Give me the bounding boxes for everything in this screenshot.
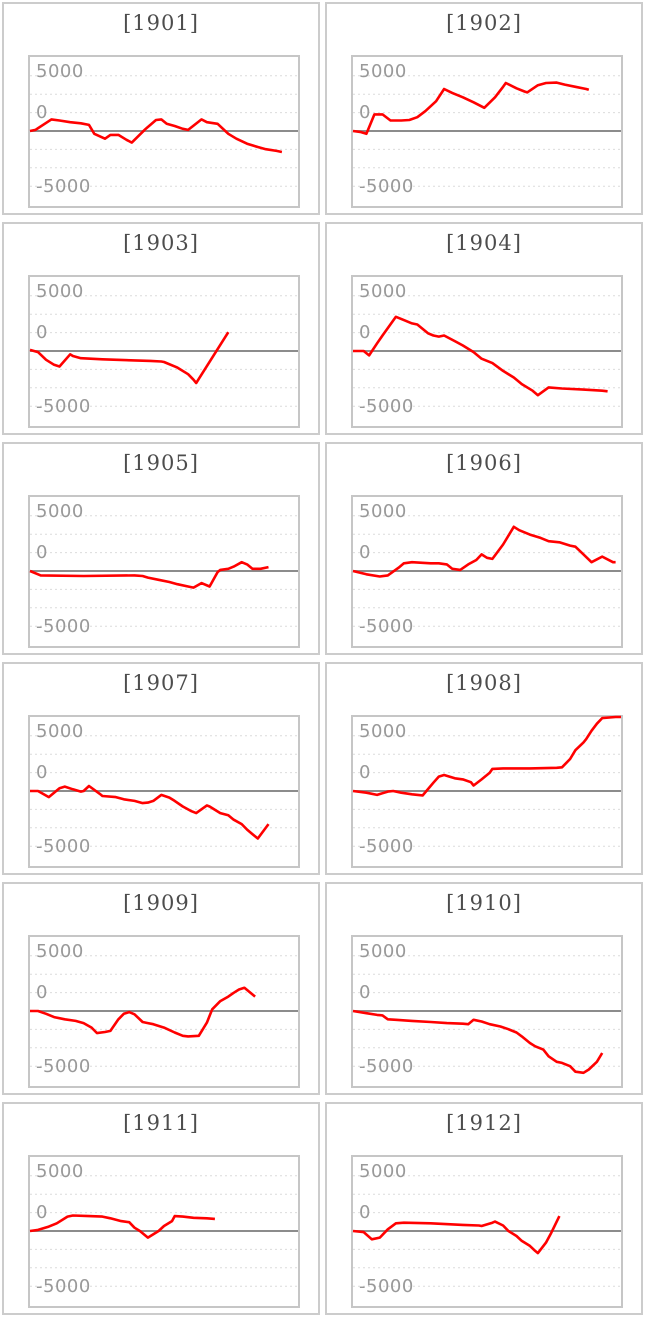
y-tick-label: 0 xyxy=(36,762,48,783)
chart-canvas xyxy=(353,295,621,407)
chart-canvas xyxy=(352,515,621,627)
y-tick-label: 5000 xyxy=(359,941,407,962)
y-tick-label: 0 xyxy=(36,542,48,563)
y-tick-label: -5000 xyxy=(36,176,91,197)
chart-canvas xyxy=(352,955,621,1075)
chart-panel: [1908] 5000 0 -5000 xyxy=(325,662,643,875)
chart-title: [1902] xyxy=(446,11,522,35)
series-line xyxy=(352,81,590,136)
chart-panel: [1902] 5000 0 -5000 xyxy=(325,2,643,215)
chart-canvas xyxy=(29,75,298,187)
chart-plot-area: 5000 0 -5000 xyxy=(28,55,300,208)
chart-plot-area: 5000 0 -5000 xyxy=(351,495,623,648)
y-tick-label: 0 xyxy=(36,322,48,343)
y-tick-label: 5000 xyxy=(36,61,84,82)
y-tick-label: 0 xyxy=(359,1202,371,1223)
chart-title: [1906] xyxy=(446,451,522,475)
y-tick-label: 0 xyxy=(359,102,371,123)
y-tick-label: 0 xyxy=(36,982,48,1003)
y-tick-label: 5000 xyxy=(36,281,84,302)
chart-plot-area: 5000 0 -5000 xyxy=(28,495,300,648)
y-tick-label: -5000 xyxy=(36,1056,91,1077)
chart-canvas xyxy=(29,295,298,407)
chart-plot-area: 5000 0 -5000 xyxy=(351,55,623,208)
chart-plot-area: 5000 0 -5000 xyxy=(28,715,300,868)
chart-canvas xyxy=(30,955,298,1067)
chart-plot-area: 5000 0 -5000 xyxy=(351,715,623,868)
y-tick-label: 0 xyxy=(359,762,371,783)
y-tick-label: 0 xyxy=(359,982,371,1003)
chart-panel: [1906] 5000 0 -5000 xyxy=(325,442,643,655)
y-tick-label: 5000 xyxy=(36,1161,84,1182)
y-tick-label: 5000 xyxy=(359,501,407,522)
y-tick-label: -5000 xyxy=(359,176,414,197)
series-line xyxy=(29,1214,215,1239)
y-tick-label: 0 xyxy=(359,542,371,563)
y-tick-label: 0 xyxy=(36,1202,48,1223)
chart-title: [1903] xyxy=(123,231,199,255)
chart-plot-area: 5000 0 -5000 xyxy=(28,275,300,428)
y-tick-label: -5000 xyxy=(359,1056,414,1077)
chart-panel: [1904] 5000 0 -5000 xyxy=(325,222,643,435)
chart-title: [1901] xyxy=(123,11,199,35)
y-tick-label: -5000 xyxy=(359,836,414,857)
chart-panel: [1909] 5000 0 -5000 xyxy=(2,882,320,1095)
chart-panel: [1903] 5000 0 -5000 xyxy=(2,222,320,435)
series-line xyxy=(29,118,283,154)
y-tick-label: -5000 xyxy=(36,1276,91,1297)
chart-plot-area: 5000 0 -5000 xyxy=(28,935,300,1088)
series-line xyxy=(352,715,621,797)
series-line xyxy=(30,986,256,1038)
chart-canvas xyxy=(352,715,621,847)
series-line xyxy=(352,525,616,578)
series-line xyxy=(353,315,608,397)
y-tick-label: 5000 xyxy=(36,501,84,522)
chart-canvas xyxy=(29,515,298,627)
y-tick-label: 5000 xyxy=(36,941,84,962)
chart-panel: [1905] 5000 0 -5000 xyxy=(2,442,320,655)
series-line xyxy=(30,784,270,840)
chart-title: [1910] xyxy=(446,891,522,915)
y-tick-label: 0 xyxy=(359,322,371,343)
y-tick-label: -5000 xyxy=(36,616,91,637)
chart-panel: [1910] 5000 0 -5000 xyxy=(325,882,643,1095)
y-tick-label: 5000 xyxy=(359,61,407,82)
chart-plot-area: 5000 0 -5000 xyxy=(351,1155,623,1308)
chart-title: [1912] xyxy=(446,1111,522,1135)
chart-canvas xyxy=(29,1175,298,1287)
series-line xyxy=(352,1009,604,1075)
chart-panel: [1912] 5000 0 -5000 xyxy=(325,1102,643,1315)
chart-canvas xyxy=(30,735,298,847)
chart-title: [1905] xyxy=(123,451,199,475)
y-tick-label: -5000 xyxy=(359,1276,414,1297)
series-line xyxy=(29,331,230,385)
series-line xyxy=(352,1215,561,1255)
chart-panel: [1911] 5000 0 -5000 xyxy=(2,1102,320,1315)
y-tick-label: 0 xyxy=(36,102,48,123)
chart-canvas xyxy=(352,75,621,187)
chart-panel: [1907] 5000 0 -5000 xyxy=(2,662,320,875)
y-tick-label: -5000 xyxy=(36,396,91,417)
y-tick-label: -5000 xyxy=(36,836,91,857)
chart-title: [1907] xyxy=(123,671,199,695)
y-tick-label: 5000 xyxy=(36,721,84,742)
chart-panel: [1901] 5000 0 -5000 xyxy=(2,2,320,215)
chart-plot-area: 5000 0 -5000 xyxy=(351,275,623,428)
y-tick-label: -5000 xyxy=(359,396,414,417)
chart-plot-area: 5000 0 -5000 xyxy=(28,1155,300,1308)
chart-canvas xyxy=(352,1175,621,1287)
y-tick-label: 5000 xyxy=(359,281,407,302)
chart-title: [1909] xyxy=(123,891,199,915)
series-line xyxy=(29,560,269,589)
y-tick-label: 5000 xyxy=(359,1161,407,1182)
y-tick-label: 5000 xyxy=(359,721,407,742)
chart-title: [1908] xyxy=(446,671,522,695)
chart-plot-area: 5000 0 -5000 xyxy=(351,935,623,1088)
chart-title: [1911] xyxy=(123,1111,199,1135)
y-tick-label: -5000 xyxy=(359,616,414,637)
chart-title: [1904] xyxy=(446,231,522,255)
